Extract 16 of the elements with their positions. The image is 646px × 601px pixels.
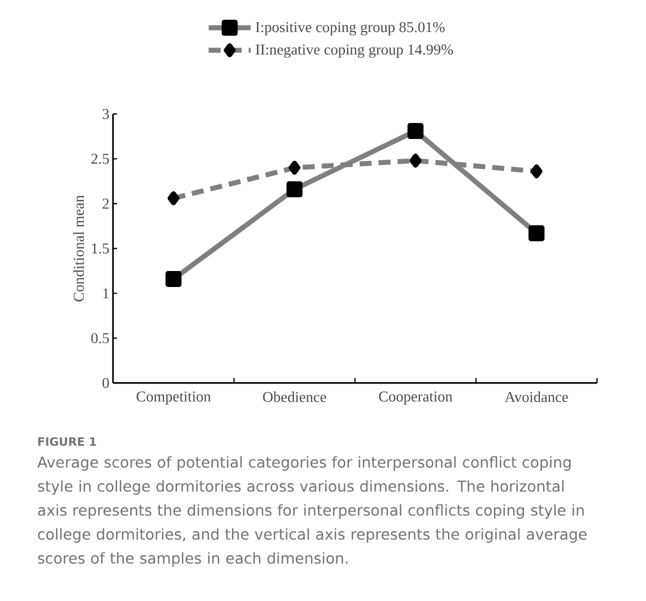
y-tick-label: 1.5 [92,243,109,254]
y-axis-title: Conditional mean [73,195,84,302]
y-tick-label: 0 [102,378,109,388]
y-tick-label: 2 [102,198,109,209]
legend-label: I:positive coping group 85.01% [256,22,445,36]
y-tick-label: 1 [103,288,109,298]
y-tick-label: 2.5 [91,154,109,164]
x-tick-label: Competition [136,392,211,405]
y-tick-label: 3 [102,108,109,120]
x-tick-label: Cooperation [379,392,452,405]
x-tick-label: Avoidance [504,392,568,402]
caption: FIGURE 1 [38,437,96,446]
legend-label: II:negative coping group 14.99% [256,44,453,58]
y-tick-label: 0.5 [91,333,109,344]
text: Average scores of potential categories for interpersonal conflict coping style in college dormitories across various dimensions. The horizontal axis represents the dimensions for interpersonal conflicts coping style in college dormitories, and the vertical axis represents the original average scores of the samples in each dimension. [37,456,587,567]
x-tick-label: Obedience [263,392,326,402]
